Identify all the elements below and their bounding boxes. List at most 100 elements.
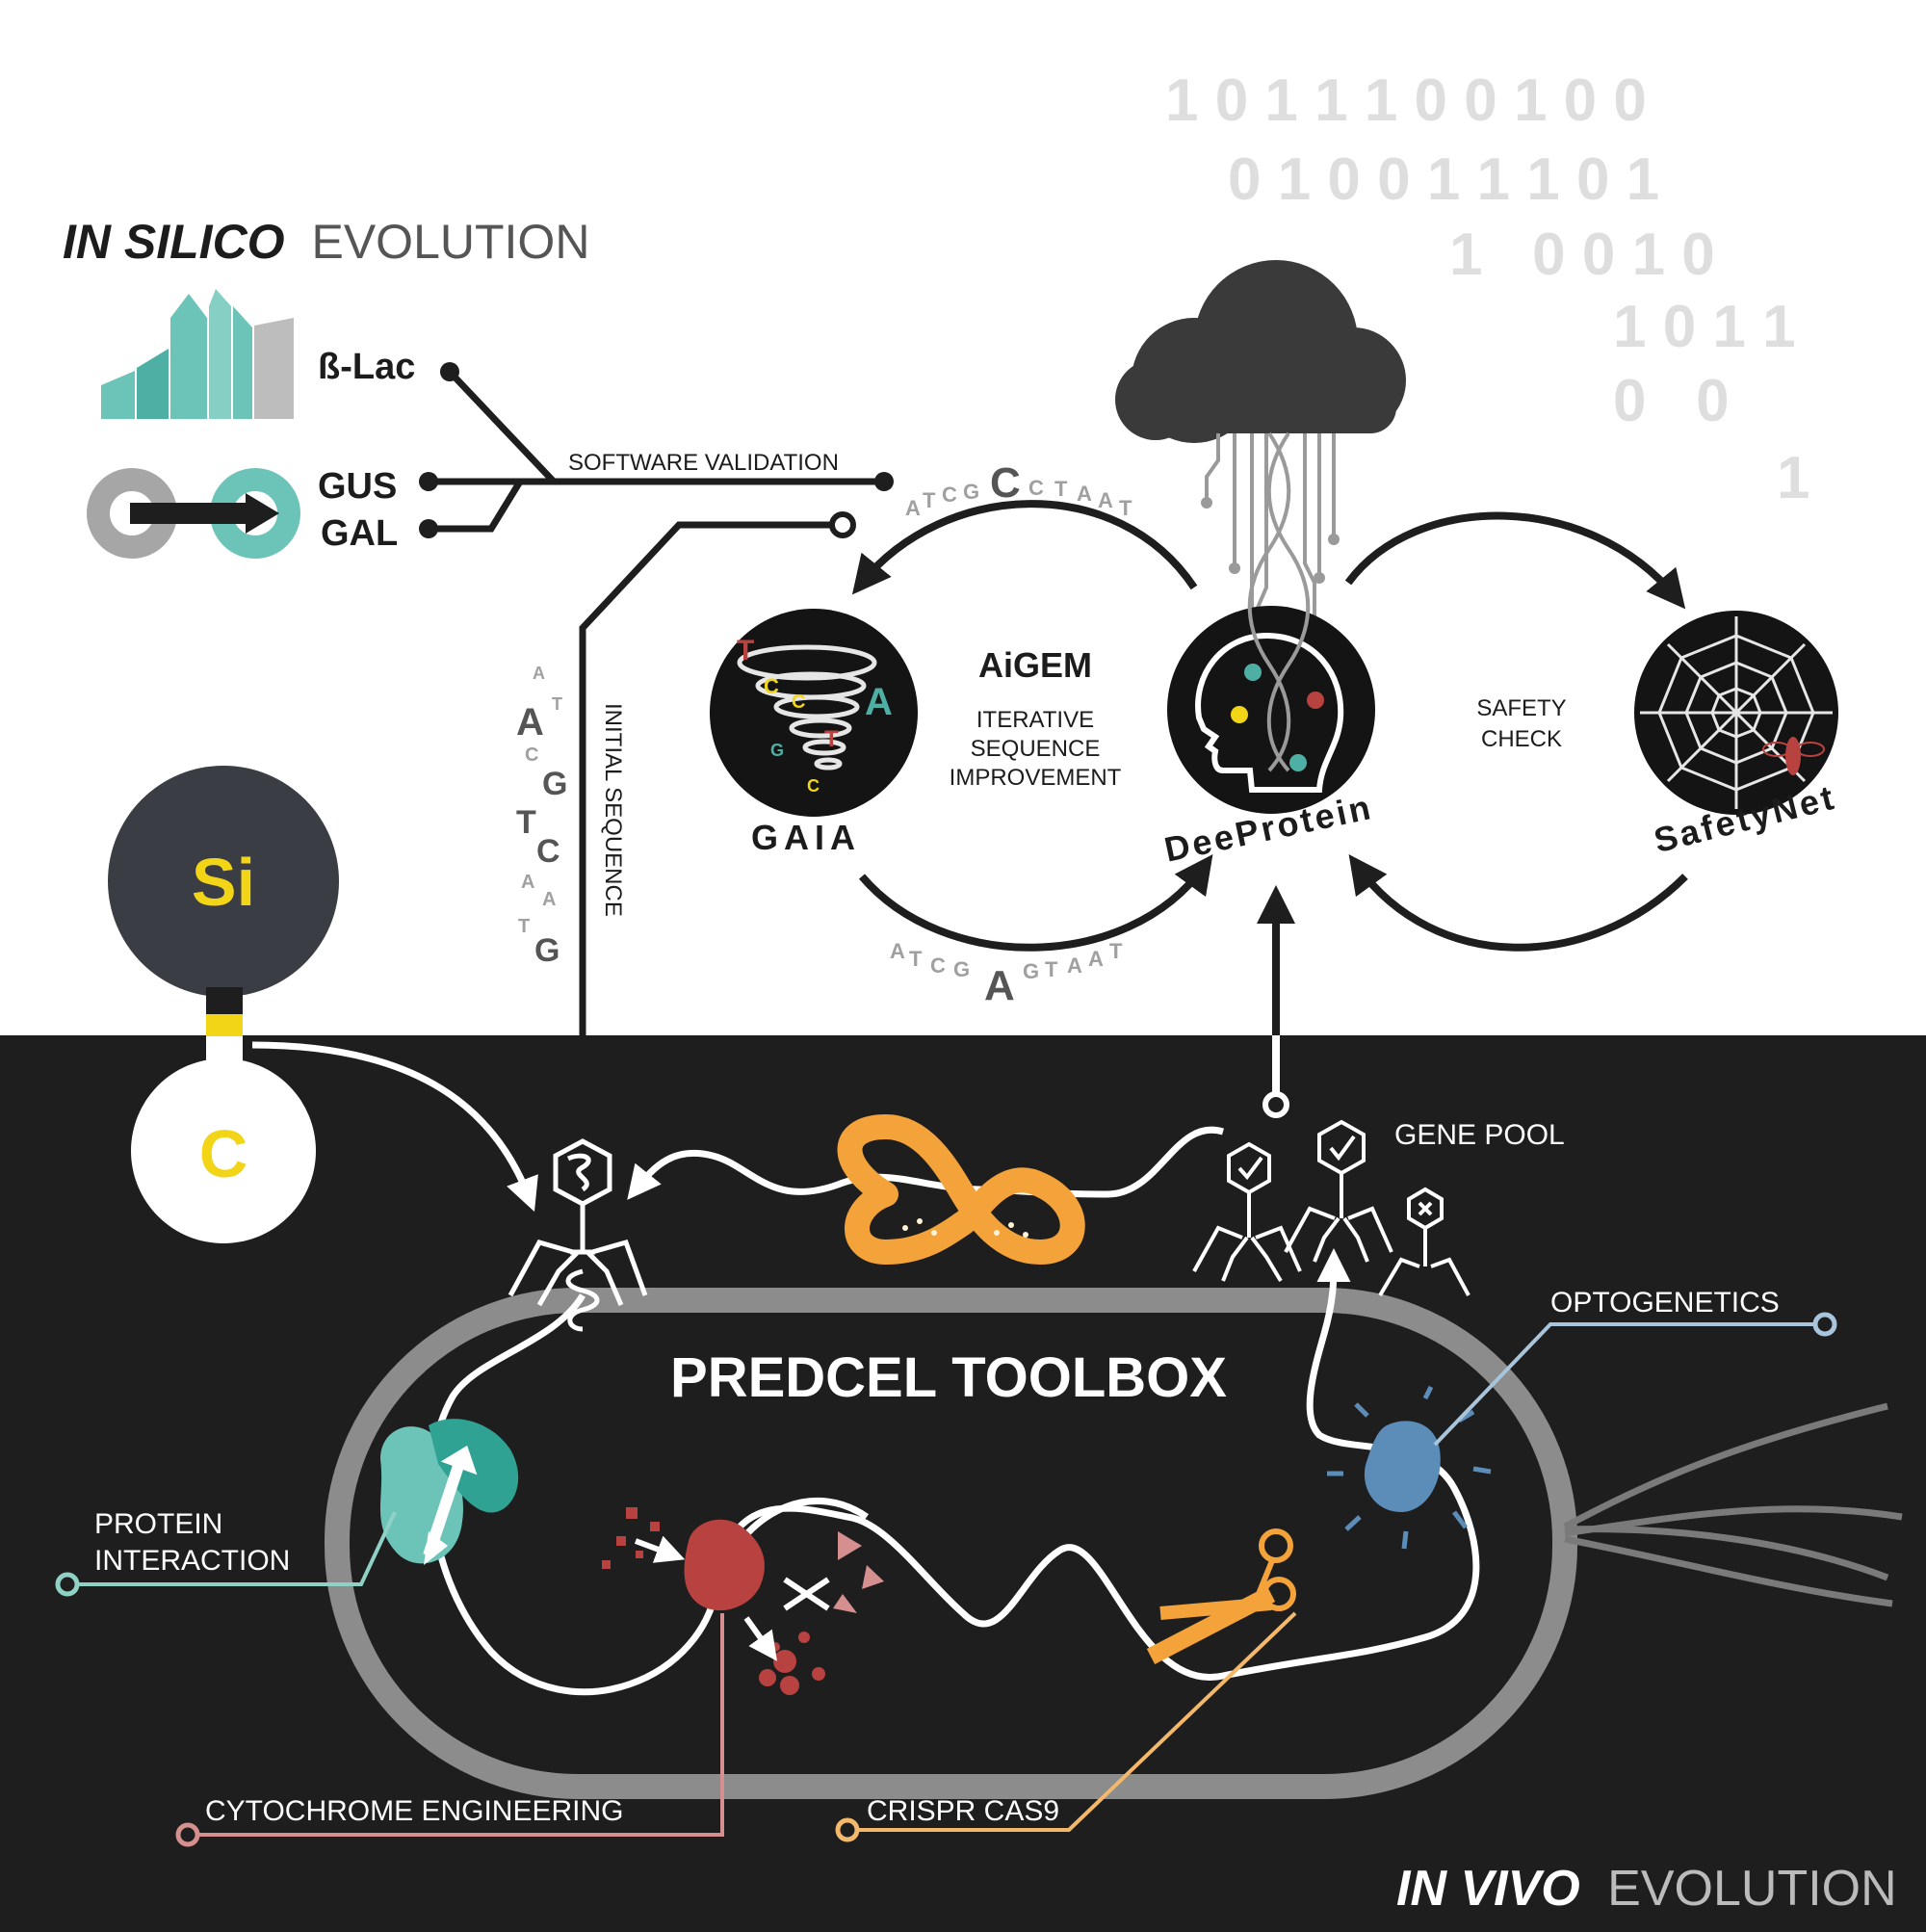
head-profile-icon bbox=[1195, 632, 1344, 793]
flagella bbox=[1563, 1402, 1903, 1607]
sequence-bottom: A T C G A G T A A T bbox=[890, 939, 1123, 1009]
wire-node-teal-2 bbox=[1289, 754, 1307, 771]
svg-text:A: A bbox=[533, 664, 545, 683]
in-silico-title: IN SILICO EVOLUTION bbox=[63, 215, 589, 269]
protein-interaction-icon bbox=[380, 1419, 519, 1565]
svg-text:C: C bbox=[807, 776, 820, 796]
vertical-sequence: A T A C G T C A A T G bbox=[516, 664, 567, 969]
cytochrome-node bbox=[175, 1822, 200, 1847]
validation-end-node bbox=[874, 472, 894, 491]
validation-circuit bbox=[429, 369, 884, 533]
wire-node-red bbox=[1307, 692, 1324, 709]
svg-text:A: A bbox=[1088, 947, 1104, 971]
svg-text:G: G bbox=[963, 480, 979, 504]
svg-text:G: G bbox=[1023, 959, 1039, 983]
svg-text:C: C bbox=[990, 459, 1021, 507]
si-c-arrow bbox=[251, 1041, 538, 1213]
svg-text:T: T bbox=[552, 694, 562, 714]
spiderweb-icon bbox=[1640, 616, 1833, 809]
svg-text:T: T bbox=[1045, 957, 1058, 981]
cytochrome-icon bbox=[602, 1507, 884, 1695]
protein-interaction-leader bbox=[67, 1511, 397, 1586]
svg-text:T: T bbox=[516, 804, 536, 841]
svg-text:G: G bbox=[534, 932, 560, 969]
svg-text:T: T bbox=[1109, 939, 1123, 963]
c-label: C bbox=[199, 1116, 248, 1191]
svg-text:G: G bbox=[953, 957, 970, 981]
si-circle bbox=[108, 766, 339, 997]
aigem-title: AiGEM bbox=[978, 645, 1092, 685]
svg-text:T: T bbox=[923, 488, 936, 512]
svg-text:A: A bbox=[1067, 953, 1082, 978]
optogenetics-label: OPTOGENETICS bbox=[1550, 1287, 1780, 1318]
svg-text:A: A bbox=[521, 872, 534, 893]
binary-row: 1 0 1 1 1 0 0 1 0 0 bbox=[1165, 67, 1647, 134]
pretzel-icon bbox=[837, 1114, 1085, 1265]
loop-arrow-from-safetynet bbox=[1348, 854, 1688, 952]
svg-text:T: T bbox=[518, 916, 530, 937]
in-silico-rest: EVOLUTION bbox=[311, 215, 589, 269]
binary-row: 1 0 0 1 0 bbox=[1449, 222, 1715, 288]
svg-text:G: G bbox=[770, 741, 784, 760]
loop-arrow-to-gaia bbox=[851, 500, 1198, 595]
software-validation-label: SOFTWARE VALIDATION bbox=[568, 450, 839, 476]
gene-pool-dna-arrow bbox=[627, 1126, 1225, 1200]
svg-text:C: C bbox=[536, 833, 560, 870]
cloud-icon bbox=[1115, 260, 1406, 443]
loop-arrow-to-deeprotein bbox=[858, 854, 1213, 952]
safetynet-module: SafetyNet bbox=[1634, 611, 1840, 860]
svg-text:A: A bbox=[542, 889, 556, 910]
initial-sequence-label: INITIAL SEQUENCE bbox=[600, 703, 626, 917]
optogenetics-node bbox=[1812, 1312, 1837, 1337]
binary-row: 0 1 0 0 1 1 1 0 1 bbox=[1228, 146, 1659, 213]
protein-interaction-line1: PROTEIN bbox=[94, 1508, 222, 1540]
wire-node-yellow bbox=[1231, 706, 1248, 723]
phage-main bbox=[508, 1138, 648, 1332]
gene-pool-node bbox=[1262, 1091, 1289, 1118]
aigem-line3: IMPROVEMENT bbox=[950, 765, 1122, 791]
fly-icon bbox=[1762, 737, 1825, 775]
gus-node bbox=[419, 472, 438, 491]
crispr-node bbox=[835, 1817, 860, 1842]
svg-text:A: A bbox=[1077, 482, 1092, 506]
initial-sequence-node bbox=[829, 511, 856, 538]
cytochrome-label: CYTOCHROME ENGINEERING bbox=[205, 1795, 624, 1827]
phage-pool bbox=[1192, 1119, 1471, 1297]
svg-text:C: C bbox=[942, 483, 957, 507]
wire-node-teal bbox=[1244, 664, 1262, 681]
svg-text:T: T bbox=[824, 726, 839, 752]
blac-node bbox=[440, 362, 459, 381]
gal-node bbox=[419, 519, 438, 538]
gus-gal-icon bbox=[87, 468, 300, 559]
gaia-module: T C A C G T C GAIA bbox=[710, 609, 918, 857]
phage-rejected bbox=[1378, 1187, 1471, 1297]
bacterial-cell bbox=[325, 1288, 1577, 1799]
aigem-line2: SEQUENCE bbox=[971, 736, 1101, 762]
svg-text:G: G bbox=[542, 766, 567, 802]
loop-arrow-to-safetynet bbox=[1344, 511, 1686, 610]
svg-text:T: T bbox=[737, 635, 754, 666]
phage-checked-1 bbox=[1192, 1141, 1302, 1283]
binary-row: 1 bbox=[1777, 445, 1809, 511]
crispr-label: CRISPR CAS9 bbox=[867, 1795, 1059, 1827]
cytochrome-leader bbox=[188, 1613, 724, 1837]
optogenetics-icon bbox=[1327, 1385, 1492, 1550]
in-silico-emph: IN SILICO bbox=[63, 215, 285, 269]
c-circle bbox=[131, 1058, 316, 1243]
safety-check-line2: CHECK bbox=[1481, 726, 1562, 752]
gaia-label: GAIA bbox=[751, 818, 861, 857]
svg-text:T: T bbox=[909, 947, 923, 971]
svg-text:A: A bbox=[984, 962, 1015, 1009]
optogenetics-leader bbox=[1433, 1322, 1825, 1447]
initial-sequence-line bbox=[565, 521, 843, 1102]
blac-label: ß-Lac bbox=[318, 347, 415, 387]
svg-text:C: C bbox=[930, 953, 946, 978]
svg-text:A: A bbox=[890, 939, 905, 963]
si-label: Si bbox=[192, 845, 255, 920]
svg-text:C: C bbox=[764, 674, 779, 698]
predcel-title: PREDCEL TOOLBOX bbox=[670, 1346, 1227, 1409]
svg-text:A: A bbox=[1098, 488, 1113, 512]
protein-interaction-line2: INTERACTION bbox=[94, 1545, 290, 1577]
cloud-wire-nodes bbox=[1201, 497, 1340, 584]
